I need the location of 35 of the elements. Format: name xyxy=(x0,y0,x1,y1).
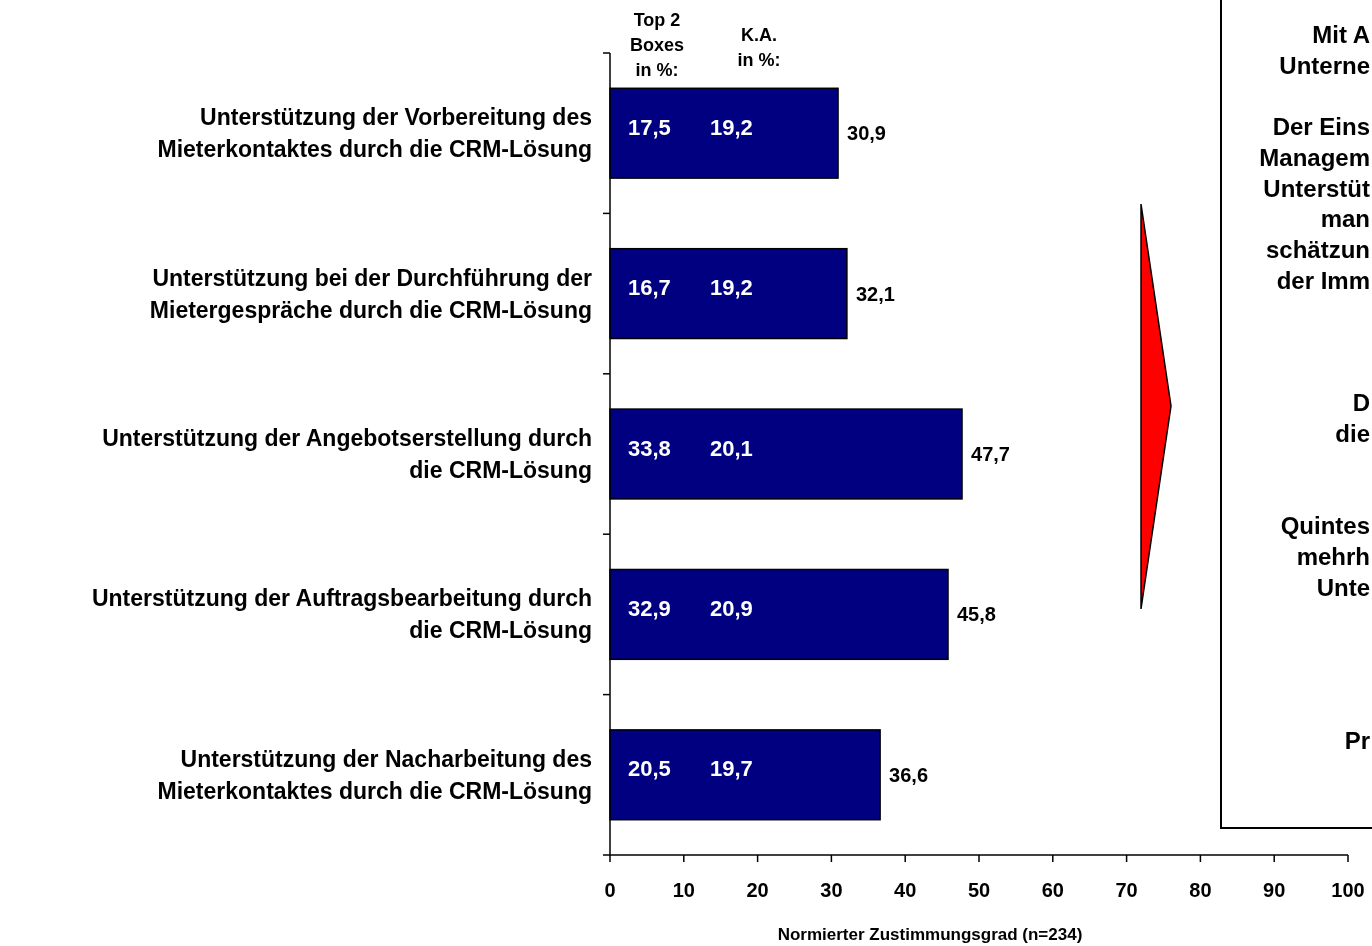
data-label: 32,1 xyxy=(855,282,895,305)
data-label: 36,6 xyxy=(889,763,929,786)
annotation: 20,9 xyxy=(710,595,753,621)
x-tick-label: 0 xyxy=(604,879,616,901)
annotation: 20,1 xyxy=(710,435,753,461)
y-tick-label: Unterstützung der Auftragsbearbeitung durch die CRM-Lösung xyxy=(91,585,592,644)
text-box: Mit A Unterne Der Eins Managem Unterstüt man schätzun der Imm D die Quintes mehrh Unte Pr xyxy=(1220,0,1372,829)
x-axis-title: Normierter Zustimmungsgrad (n=234) xyxy=(777,925,1083,944)
x-tick-label: 100 xyxy=(1331,879,1365,901)
x-tick-label: 60 xyxy=(1041,879,1064,901)
y-tick-label: Unterstützung der Vorbereitung des Mieterkontaktes durch die CRM-Lösung xyxy=(157,104,592,163)
annotation: 19,2 xyxy=(710,114,753,140)
x-tick-label: 70 xyxy=(1115,879,1138,901)
annotation: 17,5 xyxy=(628,114,671,140)
annotation: 19,7 xyxy=(710,756,753,782)
annotation: K.A. in %: xyxy=(737,25,781,70)
annotation: Top 2 Boxes in %: xyxy=(629,10,685,80)
x-tick-label: 50 xyxy=(967,879,991,901)
data-label: 45,8 xyxy=(957,603,996,626)
annotation: 32,9 xyxy=(628,595,671,621)
x-tick-label: 20 xyxy=(746,879,769,901)
x-tick-label: 40 xyxy=(894,879,917,901)
x-tick-label: 30 xyxy=(820,879,843,901)
x-tick-label: 10 xyxy=(672,879,695,901)
annotation: 33,8 xyxy=(628,435,671,461)
y-tick-label: Unterstützung der Angebotserstellung durch die CRM-Lösung xyxy=(102,425,592,483)
y-tick-label: Unterstützung der Nacharbeitung des Mieterkontaktes durch die CRM-Lösung xyxy=(157,745,592,804)
data-label: 30,9 xyxy=(847,122,886,145)
annotation: 16,7 xyxy=(628,275,671,301)
x-tick-label: 90 xyxy=(1263,879,1286,901)
annotation: 19,2 xyxy=(710,275,753,301)
annotation: 20,5 xyxy=(628,756,671,782)
x-tick-label: 80 xyxy=(1189,879,1212,901)
data-label: 47,7 xyxy=(971,443,1010,465)
y-tick-label: Unterstützung bei der Durchführung der Mietergespräche durch die CRM-Lösung xyxy=(149,264,593,323)
